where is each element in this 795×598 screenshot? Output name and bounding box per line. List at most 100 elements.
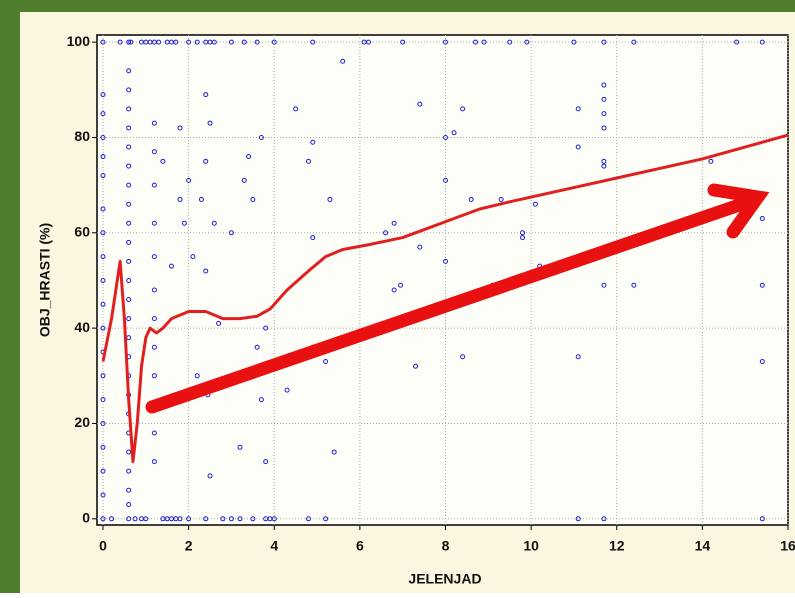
point [126,106,132,112]
point [293,106,299,112]
point [151,344,157,350]
point [151,182,157,188]
x-tick-label: 6 [356,538,364,554]
point [160,158,166,164]
point [117,39,123,45]
point [151,373,157,379]
point [126,39,132,45]
point [250,516,256,522]
point [151,120,157,126]
point [100,134,106,140]
point [126,239,132,245]
x-tick-label: 16 [780,538,795,554]
point [126,68,132,74]
point [417,101,423,107]
point [151,316,157,322]
point [237,516,243,522]
point [173,39,179,45]
point [126,182,132,188]
point [532,201,538,207]
point [241,177,247,183]
point [203,92,209,98]
point [216,320,222,326]
point [305,516,311,522]
point [177,196,183,202]
point [126,163,132,169]
y-tick-label: 80 [74,128,90,144]
point [100,373,106,379]
point [601,96,607,102]
point [310,235,316,241]
point [498,196,504,202]
x-tick-label: 8 [442,538,450,554]
point [126,201,132,207]
point [601,125,607,131]
x-tick-label: 0 [99,538,107,554]
point [575,106,581,112]
point [481,39,487,45]
point [126,144,132,150]
trend-arrow [145,183,770,414]
point [100,39,106,45]
point [181,220,187,226]
point [100,397,106,403]
point [100,154,106,160]
point [100,468,106,474]
y-tick-label: 60 [74,224,90,240]
point [100,301,106,307]
point [460,106,466,112]
x-tick-label: 10 [523,538,539,554]
point [400,39,406,45]
point [413,363,419,369]
point [759,39,765,45]
point [258,397,264,403]
point [442,258,448,264]
point [100,206,106,212]
point [442,134,448,140]
point [211,220,217,226]
point [186,177,192,183]
plot-area [96,34,789,526]
point [575,516,581,522]
point [126,468,132,474]
smooth-line [101,133,789,464]
point [100,444,106,450]
point [305,158,311,164]
point [442,39,448,45]
point [601,158,607,164]
point [310,139,316,145]
point [151,254,157,260]
point [228,39,234,45]
point [126,487,132,493]
point [128,39,134,45]
point [263,459,269,465]
y-tick-label: 100 [67,33,91,49]
point [126,297,132,303]
point [198,196,204,202]
point [132,516,138,522]
point [323,359,329,365]
point [143,516,149,522]
point [151,430,157,436]
point [207,473,213,479]
point [126,87,132,93]
point [203,516,209,522]
point [284,387,290,393]
point [734,39,740,45]
point [340,58,346,64]
point [151,459,157,465]
point [759,216,765,222]
point [220,516,226,522]
point [759,516,765,522]
point [126,449,132,455]
point [310,39,316,45]
point [451,130,457,136]
point [631,39,637,45]
point [100,254,106,260]
point [100,230,106,236]
point [177,125,183,131]
grid [92,35,789,530]
point [151,149,157,155]
point [190,254,196,260]
